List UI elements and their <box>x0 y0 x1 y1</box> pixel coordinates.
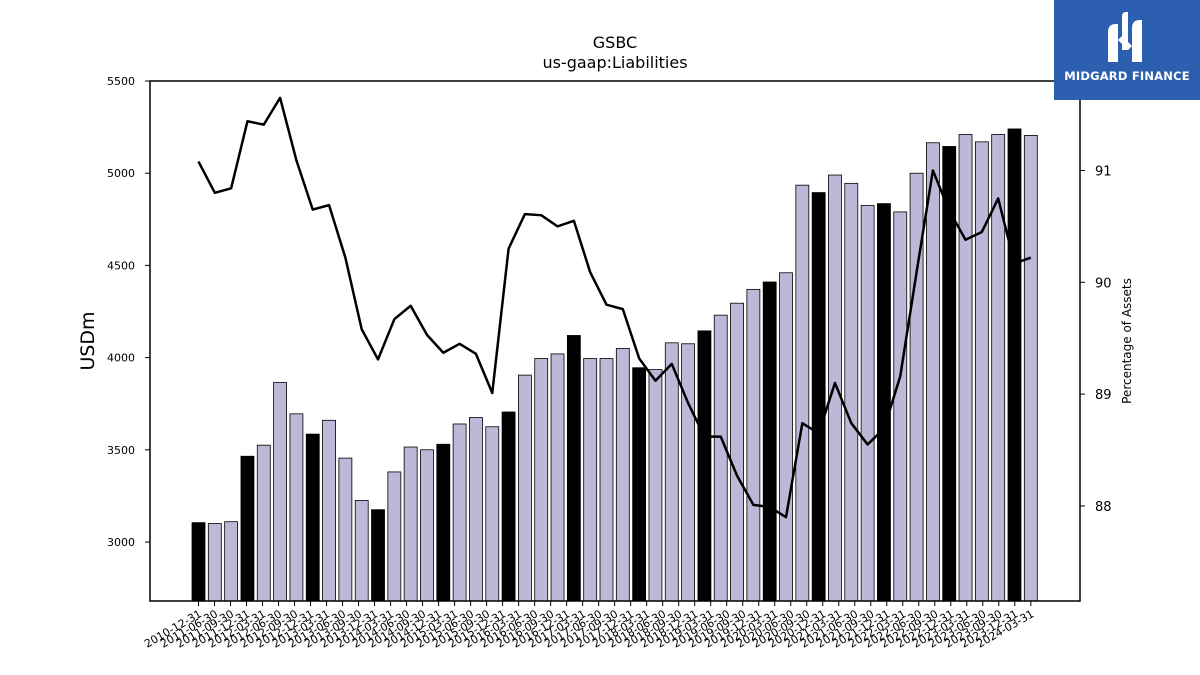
bar-2015-06-30 <box>485 426 500 602</box>
y-tick-label: 3000 <box>107 536 135 549</box>
bar-2022-03-31 <box>926 142 940 602</box>
bar-2020-06-30 <box>811 192 826 602</box>
left-y-axis-ticks: 3000 3500 4000 4500 5000 5500 <box>107 75 150 549</box>
y2-tick-label: 91 <box>1095 164 1112 179</box>
bar-2020-12-31 <box>844 182 859 602</box>
bar-2019-12-31 <box>779 272 793 602</box>
y-tick-label: 4500 <box>107 259 135 272</box>
bar-2022-06-30 <box>942 146 957 602</box>
y2-tick-label: 89 <box>1095 388 1112 403</box>
bar-2016-06-30 <box>550 353 565 602</box>
bar-2010-12-31 <box>191 522 206 602</box>
bar-2014-06-30 <box>420 449 434 602</box>
bar-2011-12-31 <box>256 444 271 602</box>
x-axis-ticks: 2010-12-312011-06-302011-09-302011-12-31… <box>142 601 1036 651</box>
right-y-axis-ticks: 88 89 90 91 <box>1080 164 1112 515</box>
brand-name: MIDGARD FINANCE <box>1064 69 1190 83</box>
bar-2013-06-30 <box>354 500 369 602</box>
bar-2023-06-30 <box>1007 128 1022 602</box>
y-axis-label: USDm <box>77 311 99 370</box>
bar-2016-12-31 <box>583 358 598 602</box>
brand-logo: MIDGARD FINANCE <box>1054 0 1200 100</box>
bar-2012-03-31 <box>273 382 288 602</box>
bar-2017-12-31 <box>648 369 663 602</box>
y-tick-label: 5000 <box>107 167 135 180</box>
bar-2018-06-30 <box>681 343 695 602</box>
bar-2012-09-30 <box>305 433 320 602</box>
plot-frame <box>149 80 1081 602</box>
bar-2015-03-31 <box>469 417 483 602</box>
y2-tick-label: 90 <box>1095 276 1112 291</box>
bar-2014-03-31 <box>403 446 418 602</box>
bar-2012-12-31 <box>322 419 336 602</box>
bar-2022-09-30 <box>958 134 973 602</box>
bar-2013-09-30 <box>371 509 385 602</box>
bar-2013-03-31 <box>338 457 353 602</box>
y-tick-label: 4000 <box>107 352 135 365</box>
bar-2014-09-30 <box>436 443 451 602</box>
bar-2021-06-30 <box>877 203 891 602</box>
bar-2021-03-31 <box>860 205 875 602</box>
bar-2020-03-31 <box>795 184 810 602</box>
bar-2015-09-30 <box>501 411 516 602</box>
bar-2016-03-31 <box>534 358 549 602</box>
bar-2011-06-30 <box>224 521 239 602</box>
y-tick-label: 5500 <box>107 75 135 88</box>
bar-2023-03-31 <box>991 134 1006 602</box>
bar-2015-12-31 <box>518 374 532 602</box>
percentage-of-assets-line <box>197 96 1032 519</box>
y-tick-label: 3500 <box>107 444 135 457</box>
bar-2012-06-30 <box>289 413 304 602</box>
bar-2017-09-30 <box>632 367 647 602</box>
bar-2018-09-30 <box>697 330 712 602</box>
bar-2011-03-31 <box>207 523 222 602</box>
bar-2021-09-30 <box>893 211 908 602</box>
bars-group <box>191 128 1038 602</box>
chart-subtitle: us-gaap:Liabilities <box>542 53 687 72</box>
chart-title: GSBC <box>593 33 637 52</box>
bar-2014-12-31 <box>452 423 467 602</box>
y2-tick-label: 88 <box>1095 500 1112 515</box>
bar-2019-09-30 <box>762 281 777 602</box>
midgard-m-logo-icon <box>1108 12 1142 62</box>
line-group <box>197 96 1032 519</box>
bar-2017-03-31 <box>599 358 614 602</box>
bar-2020-09-30 <box>828 174 842 602</box>
bar-2013-12-31 <box>387 471 402 602</box>
bar-2017-06-30 <box>615 347 630 602</box>
bar-2023-09-30 <box>1023 134 1038 602</box>
bar-2018-12-31 <box>713 314 728 602</box>
bar-2018-03-31 <box>664 342 679 602</box>
bar-2019-06-30 <box>746 288 761 602</box>
bar-2019-03-31 <box>730 302 744 602</box>
bar-2022-12-31 <box>974 141 989 602</box>
bar-2016-09-30 <box>566 335 581 602</box>
y2-axis-label: Percentage of Assets <box>1120 278 1134 404</box>
bar-2011-09-30 <box>240 455 255 602</box>
